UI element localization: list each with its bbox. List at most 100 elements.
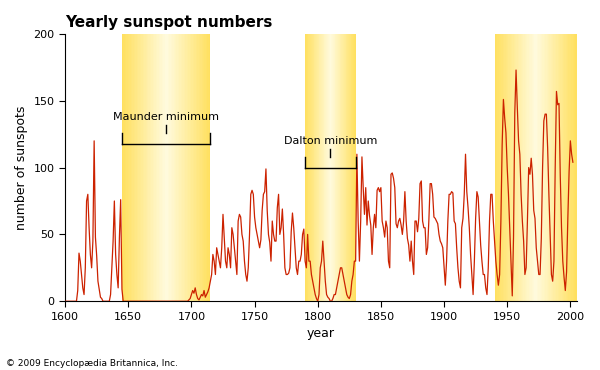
Bar: [509, 34, 511, 301]
Bar: [339, 34, 340, 301]
Bar: [127, 34, 128, 301]
Bar: [200, 34, 202, 301]
Bar: [325, 34, 326, 301]
Bar: [353, 34, 354, 301]
Bar: [167, 34, 169, 301]
Bar: [131, 34, 132, 301]
Bar: [571, 34, 572, 301]
Bar: [125, 34, 127, 301]
Bar: [346, 34, 347, 301]
Bar: [333, 34, 334, 301]
Y-axis label: number of sunspots: number of sunspots: [15, 105, 28, 230]
Bar: [497, 34, 499, 301]
Bar: [144, 34, 146, 301]
Bar: [175, 34, 176, 301]
Bar: [541, 34, 542, 301]
Bar: [166, 34, 167, 301]
Bar: [515, 34, 517, 301]
Bar: [550, 34, 551, 301]
Bar: [557, 34, 559, 301]
Bar: [526, 34, 527, 301]
Bar: [552, 34, 553, 301]
X-axis label: year: year: [307, 327, 335, 340]
Bar: [553, 34, 555, 301]
Bar: [507, 34, 508, 301]
Bar: [128, 34, 130, 301]
Bar: [562, 34, 563, 301]
Bar: [187, 34, 188, 301]
Bar: [203, 34, 205, 301]
Bar: [130, 34, 131, 301]
Bar: [194, 34, 196, 301]
Bar: [341, 34, 342, 301]
Bar: [169, 34, 170, 301]
Bar: [191, 34, 193, 301]
Bar: [355, 34, 356, 301]
Bar: [538, 34, 540, 301]
Bar: [319, 34, 320, 301]
Bar: [188, 34, 190, 301]
Bar: [532, 34, 533, 301]
Bar: [332, 34, 333, 301]
Bar: [499, 34, 500, 301]
Bar: [512, 34, 514, 301]
Bar: [502, 34, 503, 301]
Bar: [514, 34, 515, 301]
Bar: [529, 34, 530, 301]
Bar: [560, 34, 562, 301]
Bar: [555, 34, 556, 301]
Bar: [349, 34, 350, 301]
Bar: [163, 34, 164, 301]
Bar: [527, 34, 529, 301]
Bar: [517, 34, 518, 301]
Bar: [354, 34, 355, 301]
Bar: [328, 34, 329, 301]
Bar: [559, 34, 560, 301]
Bar: [556, 34, 557, 301]
Bar: [565, 34, 566, 301]
Bar: [197, 34, 199, 301]
Bar: [504, 34, 506, 301]
Bar: [544, 34, 545, 301]
Bar: [317, 34, 318, 301]
Bar: [337, 34, 338, 301]
Bar: [159, 34, 160, 301]
Bar: [193, 34, 194, 301]
Bar: [511, 34, 512, 301]
Bar: [540, 34, 541, 301]
Bar: [196, 34, 197, 301]
Bar: [521, 34, 522, 301]
Bar: [181, 34, 182, 301]
Bar: [313, 34, 314, 301]
Bar: [522, 34, 523, 301]
Bar: [318, 34, 319, 301]
Bar: [566, 34, 567, 301]
Bar: [350, 34, 352, 301]
Bar: [537, 34, 538, 301]
Bar: [312, 34, 313, 301]
Bar: [306, 34, 307, 301]
Bar: [179, 34, 181, 301]
Bar: [308, 34, 310, 301]
Bar: [122, 34, 124, 301]
Bar: [138, 34, 140, 301]
Bar: [154, 34, 156, 301]
Bar: [153, 34, 154, 301]
Bar: [542, 34, 544, 301]
Bar: [567, 34, 568, 301]
Bar: [182, 34, 184, 301]
Bar: [547, 34, 548, 301]
Bar: [545, 34, 547, 301]
Bar: [518, 34, 519, 301]
Bar: [185, 34, 187, 301]
Bar: [205, 34, 206, 301]
Bar: [334, 34, 335, 301]
Bar: [335, 34, 336, 301]
Bar: [327, 34, 328, 301]
Bar: [500, 34, 502, 301]
Bar: [148, 34, 150, 301]
Bar: [347, 34, 348, 301]
Text: Yearly sunspot numbers: Yearly sunspot numbers: [65, 15, 272, 30]
Bar: [348, 34, 349, 301]
Bar: [147, 34, 148, 301]
